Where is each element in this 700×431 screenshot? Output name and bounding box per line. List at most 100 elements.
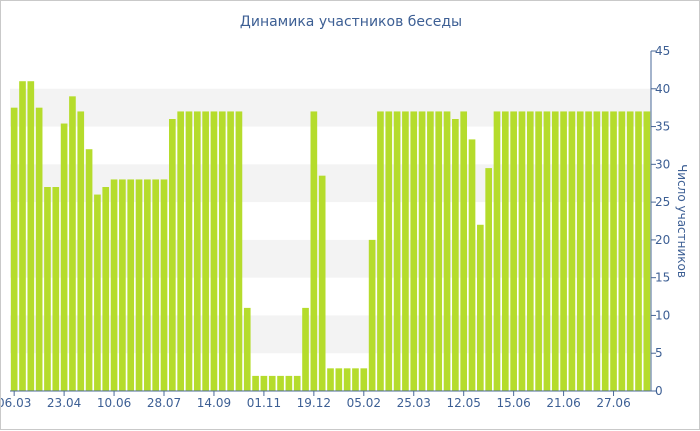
bar [69,96,76,391]
y-tick-label: 30 [655,157,670,171]
bar [77,111,85,391]
bar [152,179,160,391]
x-tick-label: 01.11 [247,396,281,410]
bar [277,375,284,391]
x-tick-label: 10.06 [97,396,131,410]
bar [185,111,193,391]
bar [510,111,517,391]
y-tick-label: 15 [655,271,670,285]
bar [477,224,484,391]
bar [110,179,118,391]
bar [44,187,51,391]
bar [493,111,501,391]
y-tick-label: 25 [655,195,670,209]
axes [10,50,656,396]
bar [352,368,359,391]
x-tick-label: 19.12 [297,396,331,410]
bar [60,123,68,391]
bar [119,179,126,391]
x-tick-label: 28.07 [147,396,181,410]
x-tick-label: 25.03 [397,396,431,410]
bar [318,175,326,391]
bar [10,107,18,392]
bar [460,111,468,391]
bar [35,107,43,392]
bar [160,179,168,391]
bar [127,179,135,391]
bar [227,111,234,391]
bar [601,111,609,391]
y-tick-label: 45 [655,44,670,58]
bar [518,111,526,391]
bar [368,239,376,391]
bar [343,368,351,391]
bar [543,111,551,391]
bar [593,111,601,391]
x-tick-label: 12.05 [447,396,481,410]
bar [610,111,617,391]
y-tick-label: 10 [655,308,670,322]
bar [643,111,651,391]
x-tick-label: 06.03 [1,396,31,410]
bar [402,111,409,391]
y-tick-label: 35 [655,120,670,134]
bar [235,111,243,391]
bar [418,111,426,391]
bar [102,187,110,391]
bar [144,179,151,391]
bar [169,119,176,391]
bar [535,111,542,391]
y-tick-label: 20 [655,233,670,247]
x-tick-label: 23.04 [47,396,81,410]
bar [410,111,418,391]
x-tick-label: 05.02 [347,396,381,410]
y-tick-label: 0 [655,384,663,398]
bar [585,111,592,391]
bar [177,111,184,391]
bar [576,111,584,391]
bar [252,375,259,391]
bar [501,111,509,391]
bar [435,111,443,391]
bar [360,368,368,391]
bar [327,368,334,391]
x-tick-label: 14.09 [197,396,231,410]
bar [568,111,576,391]
bar [468,139,476,391]
bar [335,368,343,391]
bar [218,111,226,391]
bar [443,111,451,391]
bar [551,111,559,391]
bar [618,111,626,391]
bar [310,111,318,391]
bar [94,194,101,391]
x-tick-label: 27.06 [596,396,630,410]
bar [202,111,209,391]
bar [135,179,143,391]
bar [526,111,534,391]
bar [626,111,634,391]
bar [260,375,268,391]
bar [268,375,276,391]
x-tick-label: 21.06 [546,396,580,410]
bar [377,111,384,391]
bar [385,111,393,391]
bar [393,111,401,391]
x-tick-label: 15.06 [496,396,530,410]
y-tick-label: 5 [655,346,663,360]
bar [19,81,26,391]
tick-labels: 0 5 10 15 20 25 30 35 40 45 06.03 23.04 10.06 28.07 14… [1,44,670,410]
bar [285,375,293,391]
chart-title: Динамика участников беседы [239,14,463,30]
y-axis-title: Число участников [675,164,689,278]
bars [10,81,651,392]
bar [27,81,35,391]
bar [293,375,301,391]
bar [485,168,492,391]
y-tick-label: 40 [655,82,670,96]
bar [193,111,201,391]
bar [560,111,567,391]
bar [427,111,434,391]
